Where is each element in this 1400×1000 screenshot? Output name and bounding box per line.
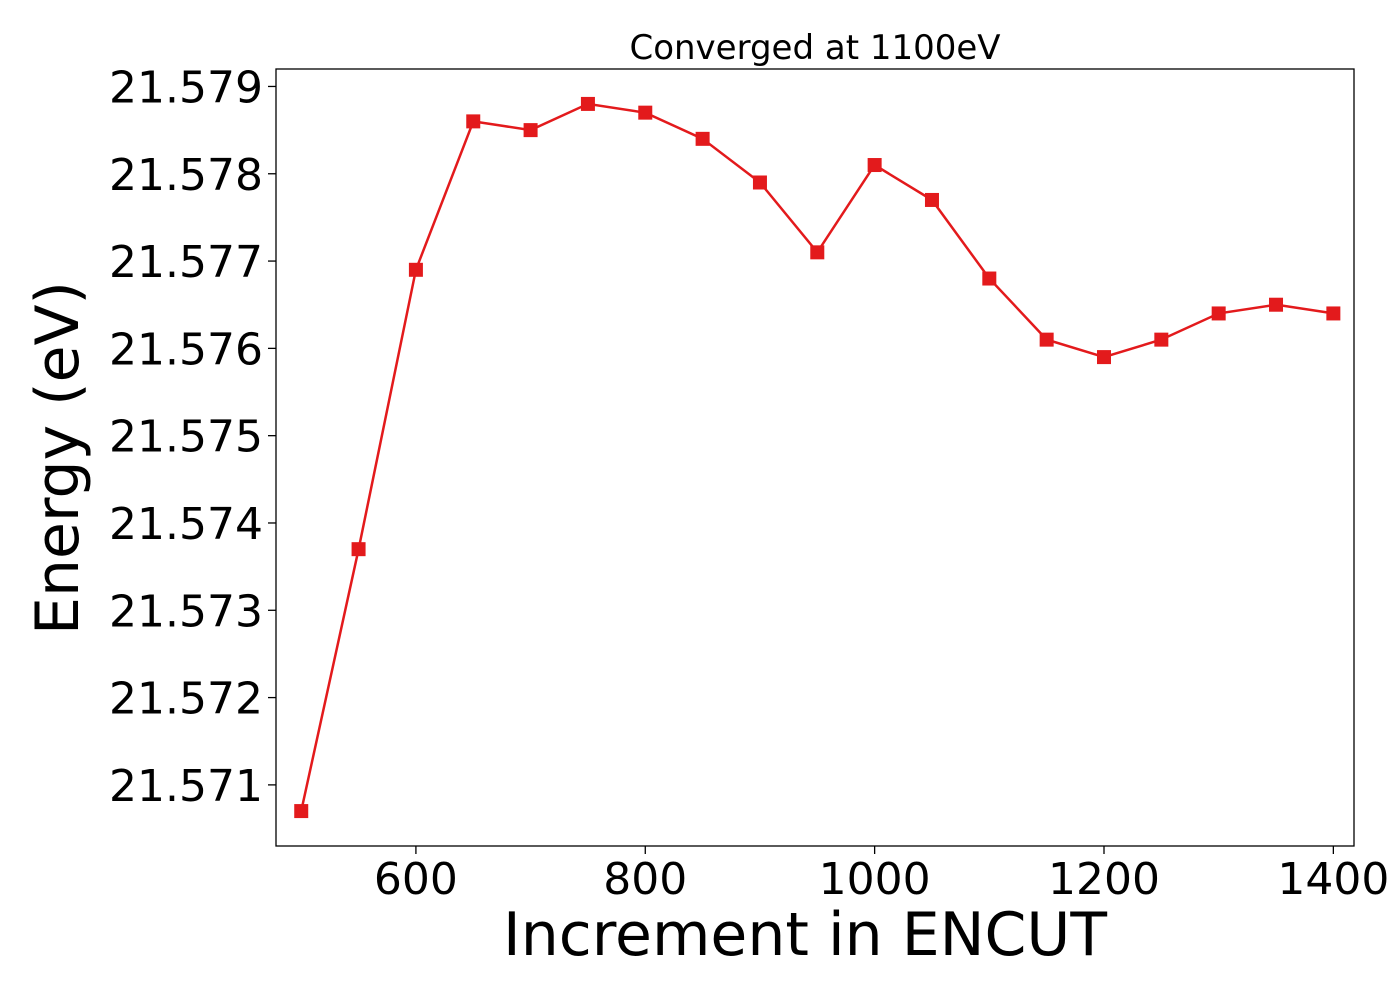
- energy-data-point: [466, 114, 481, 129]
- y-tick-label: 21.576: [109, 324, 263, 375]
- x-tick-label: 1400: [1277, 854, 1389, 905]
- energy-data-point: [1039, 332, 1054, 347]
- energy-data-point: [1096, 350, 1111, 365]
- energy-data-point: [810, 245, 825, 260]
- energy-data-point: [638, 105, 653, 120]
- x-tick-label: 800: [603, 854, 687, 905]
- energy-data-point: [1269, 297, 1284, 312]
- y-axis-title: Energy (eV): [23, 281, 93, 635]
- energy-data-point: [523, 123, 538, 138]
- energy-data-point: [867, 158, 882, 173]
- energy-data-point: [294, 804, 309, 819]
- energy-data-point: [351, 542, 366, 557]
- plot-area-frame: [275, 68, 1355, 847]
- y-tick-label: 21.577: [109, 237, 263, 288]
- x-axis-title: Increment in ENCUT: [503, 900, 1107, 970]
- x-tick-label: 1200: [1048, 854, 1160, 905]
- y-tick-label: 21.574: [109, 499, 263, 550]
- y-tick-label: 21.571: [109, 761, 263, 812]
- y-axis-ticks: 21.571 21.572 21.573 21.574 21.575 21.576 21.5…: [109, 62, 276, 812]
- chart-title: Converged at 1100eV: [629, 28, 1000, 68]
- energy-data-point: [1211, 306, 1226, 321]
- y-tick-label: 21.575: [109, 412, 263, 463]
- energy-data-point: [695, 131, 710, 146]
- energy-data-point: [752, 175, 767, 190]
- x-axis-ticks: 600 800 1000 1200 1400: [374, 846, 1389, 905]
- y-tick-label: 21.573: [109, 586, 263, 637]
- series-layer: [294, 96, 1341, 819]
- y-tick-label: 21.579: [109, 62, 263, 113]
- energy-data-point: [408, 262, 423, 277]
- energy-data-point: [924, 192, 939, 207]
- x-tick-label: 600: [374, 854, 458, 905]
- energy-data-point: [1154, 332, 1169, 347]
- energy-data-point: [1326, 306, 1341, 321]
- y-tick-label: 21.572: [109, 674, 263, 725]
- energy-data-point: [580, 96, 595, 111]
- energy-series-line: [299, 102, 1334, 812]
- x-tick-label: 1000: [819, 854, 931, 905]
- y-tick-label: 21.578: [109, 150, 263, 201]
- energy-data-point: [982, 271, 997, 286]
